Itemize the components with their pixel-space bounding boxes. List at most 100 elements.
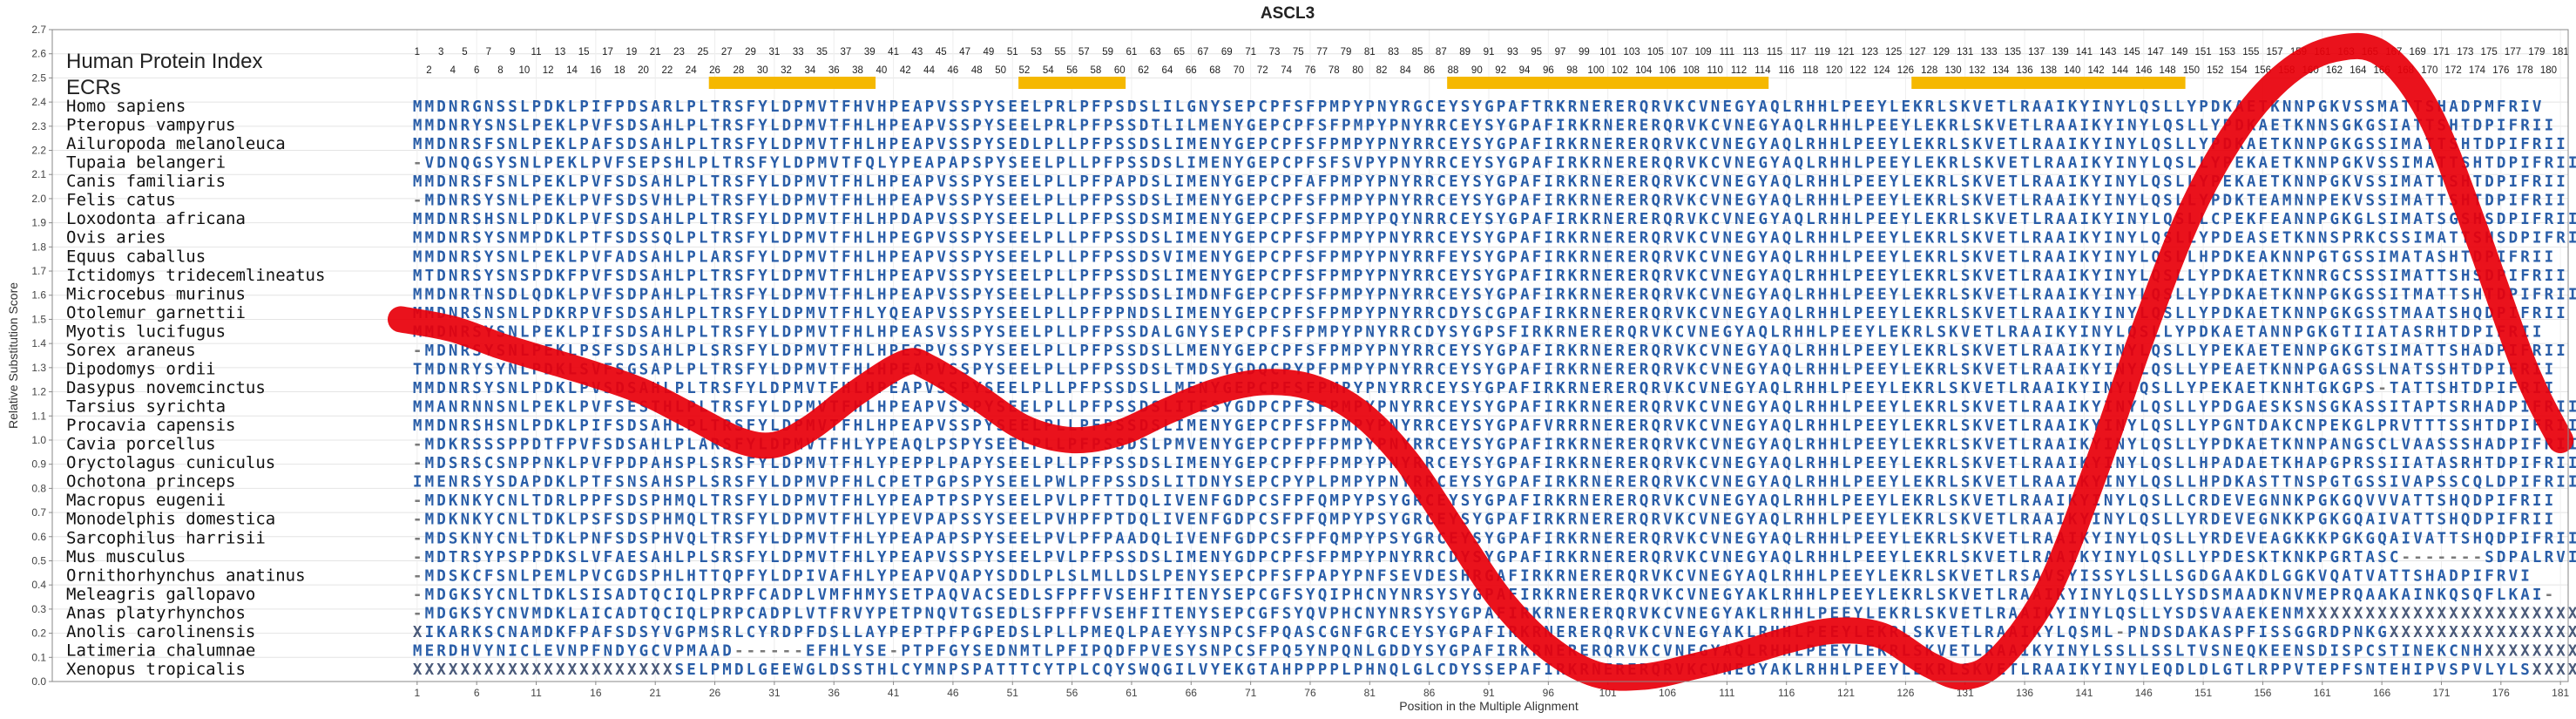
residue: N: [508, 417, 517, 435]
residue: S: [949, 399, 958, 417]
residue: V: [936, 230, 946, 248]
residue: F: [747, 417, 756, 435]
residue: E: [1247, 455, 1256, 472]
residue: N: [2116, 530, 2126, 547]
residue: P: [532, 305, 542, 322]
residue: A: [1520, 268, 1530, 285]
residue: T: [2413, 380, 2423, 397]
residue: R: [722, 323, 732, 341]
residue: I: [592, 323, 601, 341]
residue: N: [508, 230, 517, 248]
residue: M: [2377, 98, 2387, 116]
residue: D: [1425, 323, 1435, 341]
residue: R: [1949, 118, 1958, 135]
protein-index-number: 172: [2445, 65, 2462, 76]
residue: M: [806, 136, 815, 153]
residue: P: [2509, 286, 2519, 303]
residue: R: [1568, 118, 1578, 135]
residue: R: [2199, 512, 2208, 529]
residue: Y: [2175, 323, 2185, 341]
residue: K: [2223, 380, 2233, 397]
residue: S: [1211, 361, 1220, 378]
residue: E: [1865, 380, 1875, 397]
protein-index-number: 149: [2171, 47, 2187, 58]
residue: L: [1901, 549, 1910, 566]
residue: N: [449, 399, 458, 417]
residue: L: [2199, 211, 2208, 228]
residue: S: [2366, 474, 2376, 492]
residue: L: [1163, 305, 1173, 322]
residue: T: [711, 230, 720, 248]
residue: I: [2080, 118, 2090, 135]
protein-index-number: 45: [936, 47, 947, 58]
x-tick-label: 66: [1186, 687, 1198, 699]
residue: Y: [1877, 492, 1887, 510]
residue: V: [2247, 530, 2256, 547]
residue: -: [413, 343, 423, 360]
residue: T: [2390, 380, 2399, 397]
residue: I: [2402, 155, 2411, 173]
residue: S: [2330, 118, 2340, 135]
residue: K: [2092, 118, 2101, 135]
residue: R: [2532, 305, 2542, 322]
residue: S: [1472, 455, 1482, 472]
residue: G: [1497, 136, 1506, 153]
residue: H: [2473, 399, 2483, 417]
residue: K: [449, 437, 458, 454]
residue: E: [1615, 155, 1625, 173]
residue: F: [1520, 98, 1530, 116]
residue: R: [1640, 455, 1649, 472]
residue: I: [2520, 211, 2530, 228]
residue: H: [854, 549, 863, 566]
residue: P: [579, 512, 589, 529]
residue: D: [1199, 474, 1208, 492]
residue: A: [651, 549, 660, 566]
residue: L: [2008, 512, 2018, 529]
residue: P: [2509, 530, 2519, 547]
residue: P: [663, 361, 673, 378]
residue: P: [972, 268, 982, 285]
residue: D: [436, 155, 446, 173]
residue: R: [722, 286, 732, 303]
residue: R: [722, 530, 732, 547]
residue: L: [675, 230, 685, 248]
residue: S: [639, 474, 649, 492]
residue: D: [627, 305, 637, 322]
residue: P: [1377, 173, 1387, 191]
residue: D: [2473, 118, 2483, 135]
residue: E: [544, 173, 553, 191]
residue: L: [1949, 193, 1958, 210]
protein-index-number: 140: [2064, 65, 2080, 76]
residue: Y: [1222, 211, 1232, 228]
residue: L: [1794, 474, 1803, 492]
residue: Y: [1354, 380, 1363, 397]
residue: G: [1497, 193, 1506, 210]
residue: Y: [1389, 512, 1399, 529]
residue: H: [663, 211, 673, 228]
residue: P: [1270, 155, 1280, 173]
residue: R: [1413, 361, 1423, 378]
residue: P: [1282, 474, 1292, 492]
residue: K: [2080, 343, 2090, 360]
residue: K: [2282, 136, 2292, 153]
residue: L: [1032, 248, 1042, 266]
residue: P: [1044, 492, 1053, 510]
residue: V: [1675, 455, 1685, 472]
residue: Y: [889, 155, 899, 173]
residue: M: [425, 193, 435, 210]
residue: H: [1842, 155, 1851, 173]
residue: D: [2473, 492, 2483, 510]
residue: R: [1806, 193, 1815, 210]
residue: S: [1115, 549, 1125, 566]
x-tick-label: 81: [1364, 687, 1376, 699]
residue: Y: [1365, 343, 1375, 360]
residue: C: [1270, 549, 1280, 566]
residue: L: [2187, 399, 2197, 417]
residue: M: [806, 230, 815, 248]
residue: S: [497, 173, 506, 191]
residue: V: [936, 286, 946, 303]
residue: N: [2306, 399, 2316, 417]
residue: K: [2295, 118, 2304, 135]
